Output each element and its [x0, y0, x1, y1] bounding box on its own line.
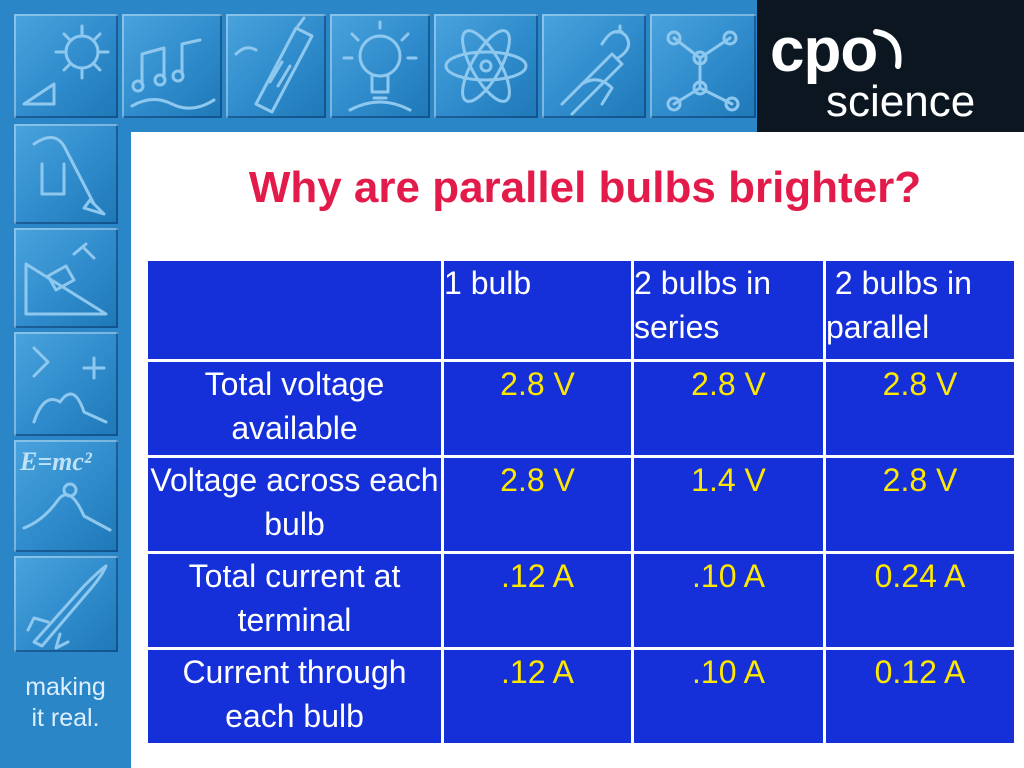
table-row: Current through each bulb .12 A .10 A 0.… — [145, 647, 1017, 746]
tagline-line1: making — [25, 673, 106, 701]
vector-graph-icon — [14, 332, 118, 436]
table-cell: 2.8 V — [823, 455, 1017, 554]
tagline: making it real. — [0, 672, 131, 734]
table-cell: 2.8 V — [823, 359, 1017, 458]
header-parallel: 2 bulbs in parallel — [823, 258, 1017, 362]
table-cell: 2.8 V — [441, 359, 634, 458]
emc2-icon: E=mc² — [14, 440, 118, 552]
comparison-table: 1 bulb 2 bulbs in series 2 bulbs in para… — [145, 258, 1017, 746]
header-corner-cell — [145, 258, 444, 362]
row-label: Total voltage available — [145, 359, 444, 458]
pendulum-icon — [14, 124, 118, 224]
row-label: Current through each bulb — [145, 647, 444, 746]
table-cell: .12 A — [441, 551, 634, 650]
molecule-icon — [650, 14, 756, 118]
table-cell: 2.8 V — [441, 455, 634, 554]
battery-icon — [226, 14, 326, 118]
table-cell: .10 A — [631, 551, 826, 650]
row-label: Voltage across each bulb — [145, 455, 444, 554]
logo-subword: science — [826, 77, 976, 126]
header-series: 2 bulbs in series — [631, 258, 826, 362]
logo-word: cpo — [770, 16, 878, 85]
table-row: Total current at terminal .12 A .10 A 0.… — [145, 551, 1017, 650]
table-cell: 0.24 A — [823, 551, 1017, 650]
emc2-label: E=mc² — [19, 447, 93, 476]
cpo-science-logo — [757, 0, 1024, 132]
table-cell: 2.8 V — [631, 359, 826, 458]
tagline-line2: it real. — [31, 704, 100, 732]
hand-pencil-icon — [542, 14, 646, 118]
rocket-icon — [14, 556, 118, 652]
table-row: Total voltage available 2.8 V 2.8 V 2.8 … — [145, 359, 1017, 458]
logo-swoosh — [873, 29, 902, 69]
sun-icon — [14, 14, 118, 118]
atom-icon — [434, 14, 538, 118]
table-cell: 1.4 V — [631, 455, 826, 554]
table-cell: 0.12 A — [823, 647, 1017, 746]
ramp-icon — [14, 228, 118, 328]
table-header-row: 1 bulb 2 bulbs in series 2 bulbs in para… — [145, 258, 1017, 362]
row-label: Total current at terminal — [145, 551, 444, 650]
slide-title: Why are parallel bulbs brighter? — [248, 163, 922, 212]
table-cell: .10 A — [631, 647, 826, 746]
table-cell: .12 A — [441, 647, 634, 746]
header-one-bulb: 1 bulb — [441, 258, 634, 362]
music-notes-icon — [122, 14, 222, 118]
table-row: Voltage across each bulb 2.8 V 1.4 V 2.8… — [145, 455, 1017, 554]
lightbulb-icon — [330, 14, 430, 118]
